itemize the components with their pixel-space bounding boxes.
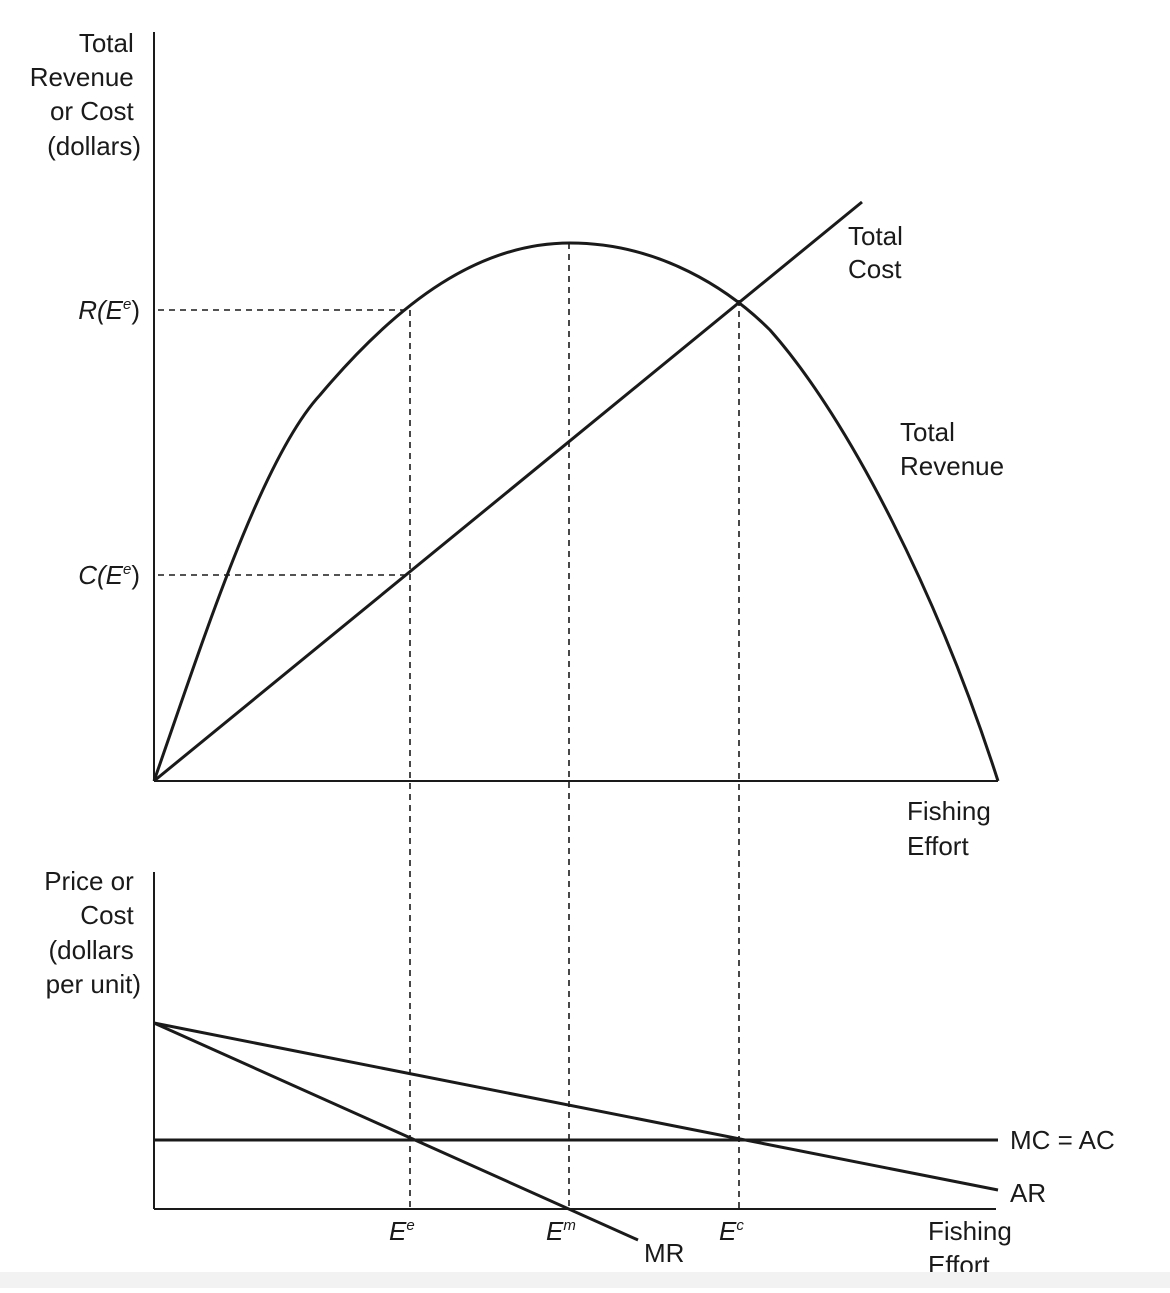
marginal-revenue-line [153, 1021, 639, 1242]
bottom-y-axis-label: Price or Cost (dollars per unit) [44, 866, 141, 999]
tick-label-effort-equilibrium: Ee [389, 1216, 415, 1246]
mc-ac-label: MC = AC [1010, 1125, 1115, 1155]
total-cost-line [153, 200, 863, 783]
tick-label-cost-at-equilibrium: C(Ee) [78, 560, 140, 590]
tick-label-effort-max-revenue: Em [546, 1216, 576, 1246]
bottom-panel: Price or Cost (dollars per unit) MC = AC… [44, 866, 1115, 1280]
total-cost-label: Total Cost [848, 221, 910, 284]
footer-strip [0, 1272, 1170, 1288]
ar-label: AR [1010, 1178, 1046, 1208]
effort-guides [409, 243, 740, 1208]
tick-label-effort-cost-crossing: Ec [719, 1216, 744, 1246]
top-panel: Total Revenue or Cost (dollars) R(Ee) C(… [30, 28, 1004, 861]
top-x-axis-label: Fishing Effort [907, 796, 998, 861]
average-revenue-line [153, 1021, 999, 1192]
bottom-x-axis-label: Fishing Effort [928, 1216, 1019, 1280]
top-y-axis-label: Total Revenue or Cost (dollars) [30, 28, 141, 161]
total-revenue-label: Total Revenue [900, 417, 1004, 481]
tick-label-revenue-at-equilibrium: R(Ee) [78, 295, 140, 325]
total-revenue-curve [152, 241, 1000, 782]
mr-label: MR [644, 1238, 684, 1268]
